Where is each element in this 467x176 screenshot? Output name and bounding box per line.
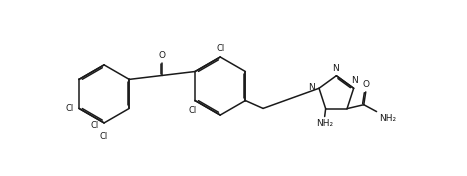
- Text: O: O: [159, 51, 166, 60]
- Text: Cl: Cl: [100, 132, 108, 141]
- Text: O: O: [362, 80, 369, 89]
- Text: Cl: Cl: [91, 121, 99, 130]
- Text: N: N: [308, 83, 315, 92]
- Text: Cl: Cl: [216, 44, 224, 53]
- Text: N: N: [332, 64, 339, 73]
- Text: NH₂: NH₂: [380, 114, 396, 122]
- Text: Cl: Cl: [189, 106, 197, 115]
- Text: Cl: Cl: [66, 104, 74, 113]
- Text: NH₂: NH₂: [316, 119, 333, 128]
- Text: N: N: [351, 76, 358, 85]
